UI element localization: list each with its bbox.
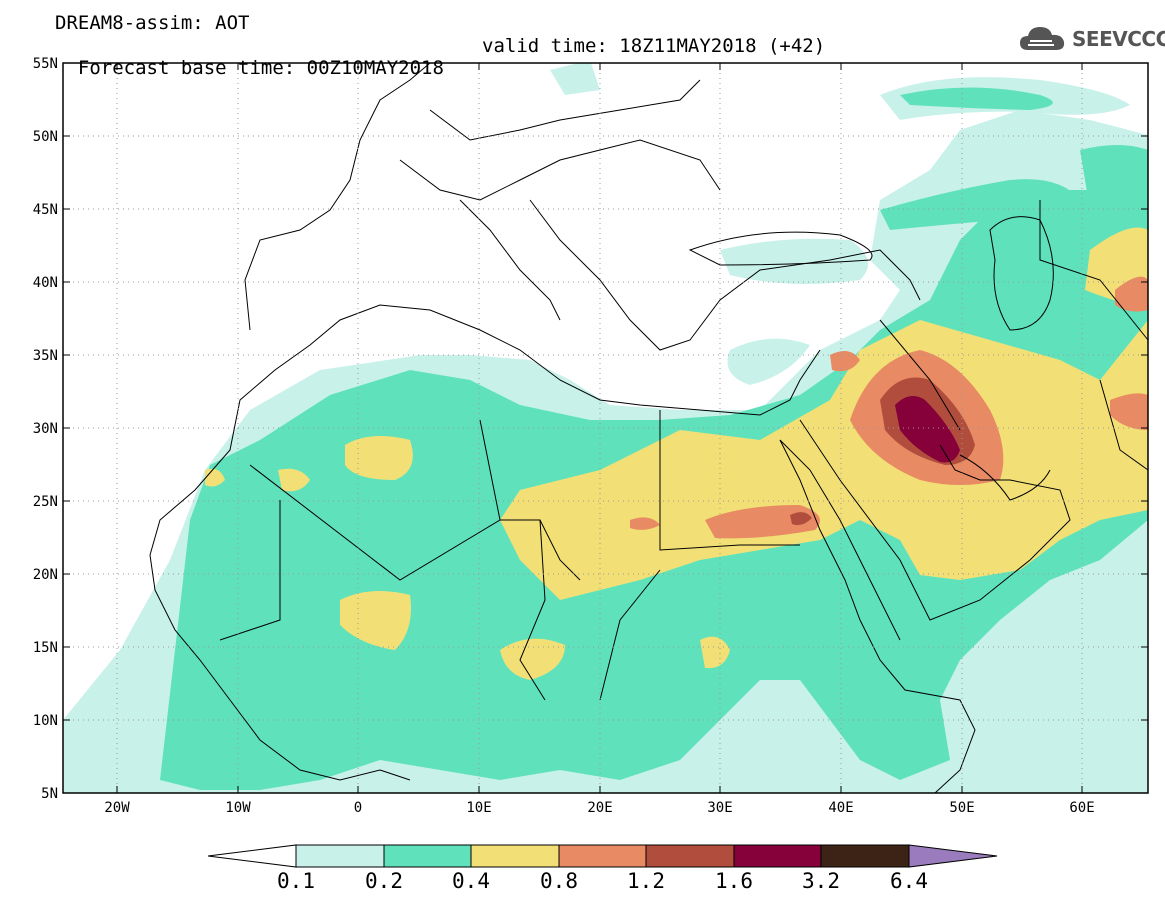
valid-time-label: valid time: 18Z11MAY2018 (+42)	[482, 35, 826, 57]
border-5	[519, 519, 546, 701]
lon-label-30e: 30E	[707, 800, 732, 816]
aot-contour-0.2-caspian	[880, 179, 1080, 230]
colorbar-label-0.2: 0.2	[365, 869, 403, 893]
aot-contour-0.8-iran	[1115, 276, 1148, 312]
border-4	[659, 410, 800, 551]
border-7	[879, 319, 961, 431]
colorbar-segment-3	[470, 844, 560, 868]
lat-label-5n: 5N	[41, 786, 58, 802]
aot-contour-0.2-north	[900, 87, 1053, 110]
colorbar-label-1.6: 1.6	[715, 869, 753, 893]
colorbar-segment-6	[733, 844, 822, 868]
coast-caspian	[989, 216, 1054, 331]
aot-contour-1.6	[895, 396, 960, 463]
lon-label-10w: 10W	[225, 800, 251, 816]
gridlines	[63, 63, 1148, 793]
lon-label-60e: 60E	[1069, 800, 1094, 816]
lat-label-55n: 55N	[33, 56, 58, 72]
lon-label-10e: 10E	[466, 800, 491, 816]
forecast-time-line: Forecast base time: 00Z10MAY2018 valid t…	[55, 35, 825, 101]
colorbar-label-3.2: 3.2	[802, 869, 840, 893]
aot-contour-0.1-cyprus	[727, 338, 810, 385]
aot-contour-0.8-libya	[630, 517, 660, 530]
border-1	[219, 500, 281, 641]
colorbar-label-1.2: 1.2	[627, 869, 665, 893]
lon-label-20w: 20W	[104, 800, 130, 816]
colorbar-label-0.4: 0.4	[452, 869, 490, 893]
aot-contour-0.4-sahel	[500, 638, 565, 680]
lon-label-50e: 50E	[949, 800, 974, 816]
aot-contour-0.4-sahara2	[340, 591, 411, 650]
border-europe2	[429, 79, 701, 141]
colorbar-label-0.1: 0.1	[277, 869, 315, 893]
lat-tick-labels: 55N 50N 45N 40N 35N 30N 25N 20N 15N 10N …	[33, 56, 58, 802]
colorbar-label-6.4: 6.4	[890, 869, 928, 893]
aot-contour-0.2-east	[1080, 145, 1148, 250]
lon-label-0: 0	[354, 800, 362, 816]
aot-contour-1.2-egypt	[790, 512, 812, 526]
colorbar-segment-7	[820, 844, 910, 868]
lon-label-20e: 20E	[587, 800, 612, 816]
coast-africa-east	[779, 439, 976, 793]
lon-label-40e: 40E	[828, 800, 853, 816]
coast-persiangulf	[959, 454, 1051, 501]
aot-contour-0.4-sahara	[345, 436, 413, 480]
lon-tick-labels: 20W 10W 0 10E 20E 30E 40E 50E 60E	[104, 800, 1094, 816]
border-9	[1099, 379, 1148, 471]
colorbar-segment-4	[558, 844, 647, 868]
logo-text: SEEVCCC	[1072, 27, 1165, 51]
aot-contour-0.4	[500, 320, 1148, 600]
colorbar-segment-1	[295, 844, 385, 868]
border-6	[599, 569, 661, 701]
border-3	[479, 419, 581, 581]
aot-contour-0.1-iberia	[550, 63, 600, 95]
coast-africa-north	[149, 304, 821, 556]
aot-field	[63, 63, 1148, 793]
cloud-icon	[1020, 27, 1065, 50]
coastlines	[149, 63, 1148, 793]
aot-contour-0.8-egypt	[705, 505, 820, 539]
lat-label-40n: 40N	[33, 275, 58, 291]
aot-contour-0.4-sahel2	[700, 636, 730, 669]
border-europe	[399, 139, 721, 201]
lat-label-20n: 20N	[33, 567, 58, 583]
coast-redsea	[779, 439, 901, 641]
colorbar-segment-5	[645, 844, 735, 868]
lat-label-15n: 15N	[33, 640, 58, 656]
coast-arabia	[799, 419, 1071, 621]
lat-label-45n: 45N	[33, 202, 58, 218]
axis-ticks	[63, 62, 1148, 794]
coast-italy	[459, 199, 561, 321]
coast-africa-west	[149, 554, 411, 781]
seevccc-logo: SEEVCCC	[1018, 22, 1165, 56]
coast-balkans	[529, 199, 921, 351]
lat-label-10n: 10N	[33, 713, 58, 729]
coast-blacksea	[688, 231, 873, 266]
map-title: DREAM8-assim: AOT	[55, 12, 250, 34]
colorbar-high-arrow	[908, 844, 998, 868]
coast-europe	[244, 63, 431, 331]
lat-label-25n: 25N	[33, 494, 58, 510]
border-8	[1039, 200, 1148, 341]
aot-contour-0.8-iran2	[1110, 393, 1148, 430]
aot-contour-0.4-west	[278, 468, 310, 492]
colorbar-segment-2	[383, 844, 472, 868]
lat-label-50n: 50N	[33, 129, 58, 145]
colorbar-low-arrow	[207, 844, 297, 868]
aot-contour-0.8-levant	[830, 351, 860, 372]
lat-label-35n: 35N	[33, 348, 58, 364]
colorbar	[207, 844, 998, 868]
lat-label-30n: 30N	[33, 421, 58, 437]
colorbar-label-0.8: 0.8	[540, 869, 578, 893]
